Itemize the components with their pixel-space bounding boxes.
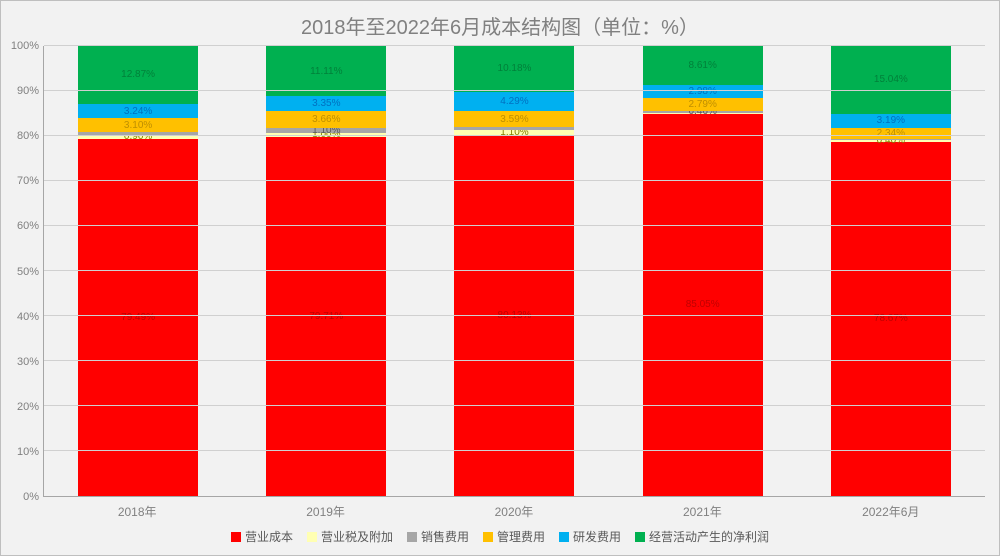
bar-segment: 3.24% (78, 104, 198, 119)
segment-label: 79.49% (121, 312, 155, 323)
bar-column: 78.67%0.40%2.34% 3.19% 15.04% (831, 46, 951, 496)
bar-segment: 4.29% (454, 92, 574, 111)
x-label: 2019年 (266, 497, 386, 520)
legend-item: 经营活动产生的净利润 (635, 528, 769, 545)
legend-swatch (231, 532, 241, 542)
y-axis: 0%10%20%30%40%50%60%70%80%90%100% (1, 46, 43, 497)
segment-label: 8.61% (688, 60, 716, 71)
legend-label: 营业成本 (245, 528, 293, 545)
y-tick: 50% (17, 266, 39, 278)
segment-label: 85.05% (686, 299, 720, 310)
y-tick: 100% (11, 40, 39, 52)
legend-swatch (483, 532, 493, 542)
chart-body: 0%10%20%30%40%50%60%70%80%90%100% 79.49%… (1, 46, 999, 497)
legend: 营业成本 营业税及附加 销售费用 管理费用 研发费用 经营活动产生的净利润 (1, 520, 999, 555)
y-tick: 90% (17, 85, 39, 97)
bar-segment: 3.19% (831, 114, 951, 128)
y-tick: 30% (17, 356, 39, 368)
gridline (44, 315, 985, 316)
chart-container: 2018年至2022年6月成本结构图（单位：%） 0% 10% 20% 30% 40% 5… (0, 0, 1000, 556)
bar-segment: 0.40% (831, 140, 951, 142)
bar-segment: 78.67% (831, 142, 951, 496)
legend-swatch (635, 532, 645, 542)
x-axis: 2018年 2019年 2020年 2021年 2022年6月 (1, 497, 999, 520)
bar-column: 80.13%1.10%3.59%4.29%10.18% (454, 46, 574, 496)
bar-segment: 2.98% (643, 85, 763, 98)
y-tick: 10% (17, 446, 39, 458)
bar-segment: 3.59% (454, 111, 574, 127)
chart-title: 2018年至2022年6月成本结构图（单位：%） (1, 1, 999, 46)
gridline (44, 450, 985, 451)
legend-swatch (307, 532, 317, 542)
bar-segment: 79.49% (78, 139, 198, 496)
segment-label: 3.35% (312, 98, 340, 109)
bar-segment: 79.71% (266, 137, 386, 496)
legend-item: 营业成本 (231, 528, 293, 545)
y-tick: 0% (23, 491, 39, 503)
segment-label: 11.11% (310, 66, 342, 77)
y-tick: 70% (17, 175, 39, 187)
bar-segment: 85.05% (643, 113, 763, 496)
legend-label: 营业税及附加 (321, 528, 393, 545)
segment-label: 4.29% (500, 96, 528, 107)
bar-segment: 2.34% (831, 128, 951, 139)
y-tick: 80% (17, 130, 39, 142)
gridline (44, 225, 985, 226)
legend-item: 营业税及附加 (307, 528, 393, 545)
x-label: 2018年 (77, 497, 197, 520)
x-label: 2021年 (642, 497, 762, 520)
segment-label: 3.10% (124, 120, 152, 131)
segment-label: 2.98% (688, 86, 716, 97)
legend-label: 研发费用 (573, 528, 621, 545)
segment-label: 3.19% (877, 115, 905, 126)
gridline (44, 90, 985, 91)
segment-label: 3.24% (124, 106, 152, 117)
bar-column: 79.71%1.00%1.10%3.66%3.35%11.11% (266, 46, 386, 496)
x-label: 2022年6月 (831, 497, 951, 520)
segment-label: 2.34% (877, 128, 905, 139)
gridline (44, 405, 985, 406)
segment-label: 15.04% (874, 74, 908, 85)
legend-label: 管理费用 (497, 528, 545, 545)
bar-segment: 3.66% (266, 111, 386, 127)
gridline (44, 45, 985, 46)
bar-column: 85.05% 0.46%2.79% 2.98% 8.61% (643, 46, 763, 496)
bars-row: 79.49%0.90%3.10%3.24%12.87%79.71%1.00%1.… (44, 46, 985, 496)
segment-label: 2.79% (688, 99, 716, 110)
gridline (44, 135, 985, 136)
legend-swatch (559, 532, 569, 542)
bar-segment: 3.10% (78, 118, 198, 132)
plot-area: 79.49%0.90%3.10%3.24%12.87%79.71%1.00%1.… (43, 46, 985, 497)
y-tick: 60% (17, 220, 39, 232)
y-tick: 40% (17, 311, 39, 323)
segment-label: 3.59% (500, 114, 528, 125)
x-label: 2020年 (454, 497, 574, 520)
segment-label: 79.71% (309, 311, 343, 322)
x-labels: 2018年 2019年 2020年 2021年 2022年6月 (43, 497, 985, 520)
legend-label: 销售费用 (421, 528, 469, 545)
segment-label: 3.66% (312, 114, 340, 125)
segment-label: 10.18% (498, 63, 532, 74)
bar-segment: 3.35% (266, 96, 386, 111)
bar-segment (454, 127, 574, 130)
legend-label: 经营活动产生的净利润 (649, 528, 769, 545)
bar-segment: 8.61% (643, 46, 763, 85)
bar-segment: 11.11% (266, 46, 386, 96)
legend-swatch (407, 532, 417, 542)
gridline (44, 360, 985, 361)
bar-segment: 15.04% (831, 46, 951, 114)
bar-segment: 12.87% (78, 46, 198, 104)
gridline (44, 180, 985, 181)
bar-column: 79.49%0.90%3.10%3.24%12.87% (78, 46, 198, 496)
bar-segment: 10.18% (454, 46, 574, 92)
y-tick: 20% (17, 401, 39, 413)
legend-item: 销售费用 (407, 528, 469, 545)
gridline (44, 270, 985, 271)
legend-item: 研发费用 (559, 528, 621, 545)
bar-segment: 1.10% (266, 128, 386, 133)
segment-label: 12.87% (121, 69, 155, 80)
bar-segment: 2.79% (643, 98, 763, 111)
legend-item: 管理费用 (483, 528, 545, 545)
bar-segment: 0.46% (643, 111, 763, 113)
